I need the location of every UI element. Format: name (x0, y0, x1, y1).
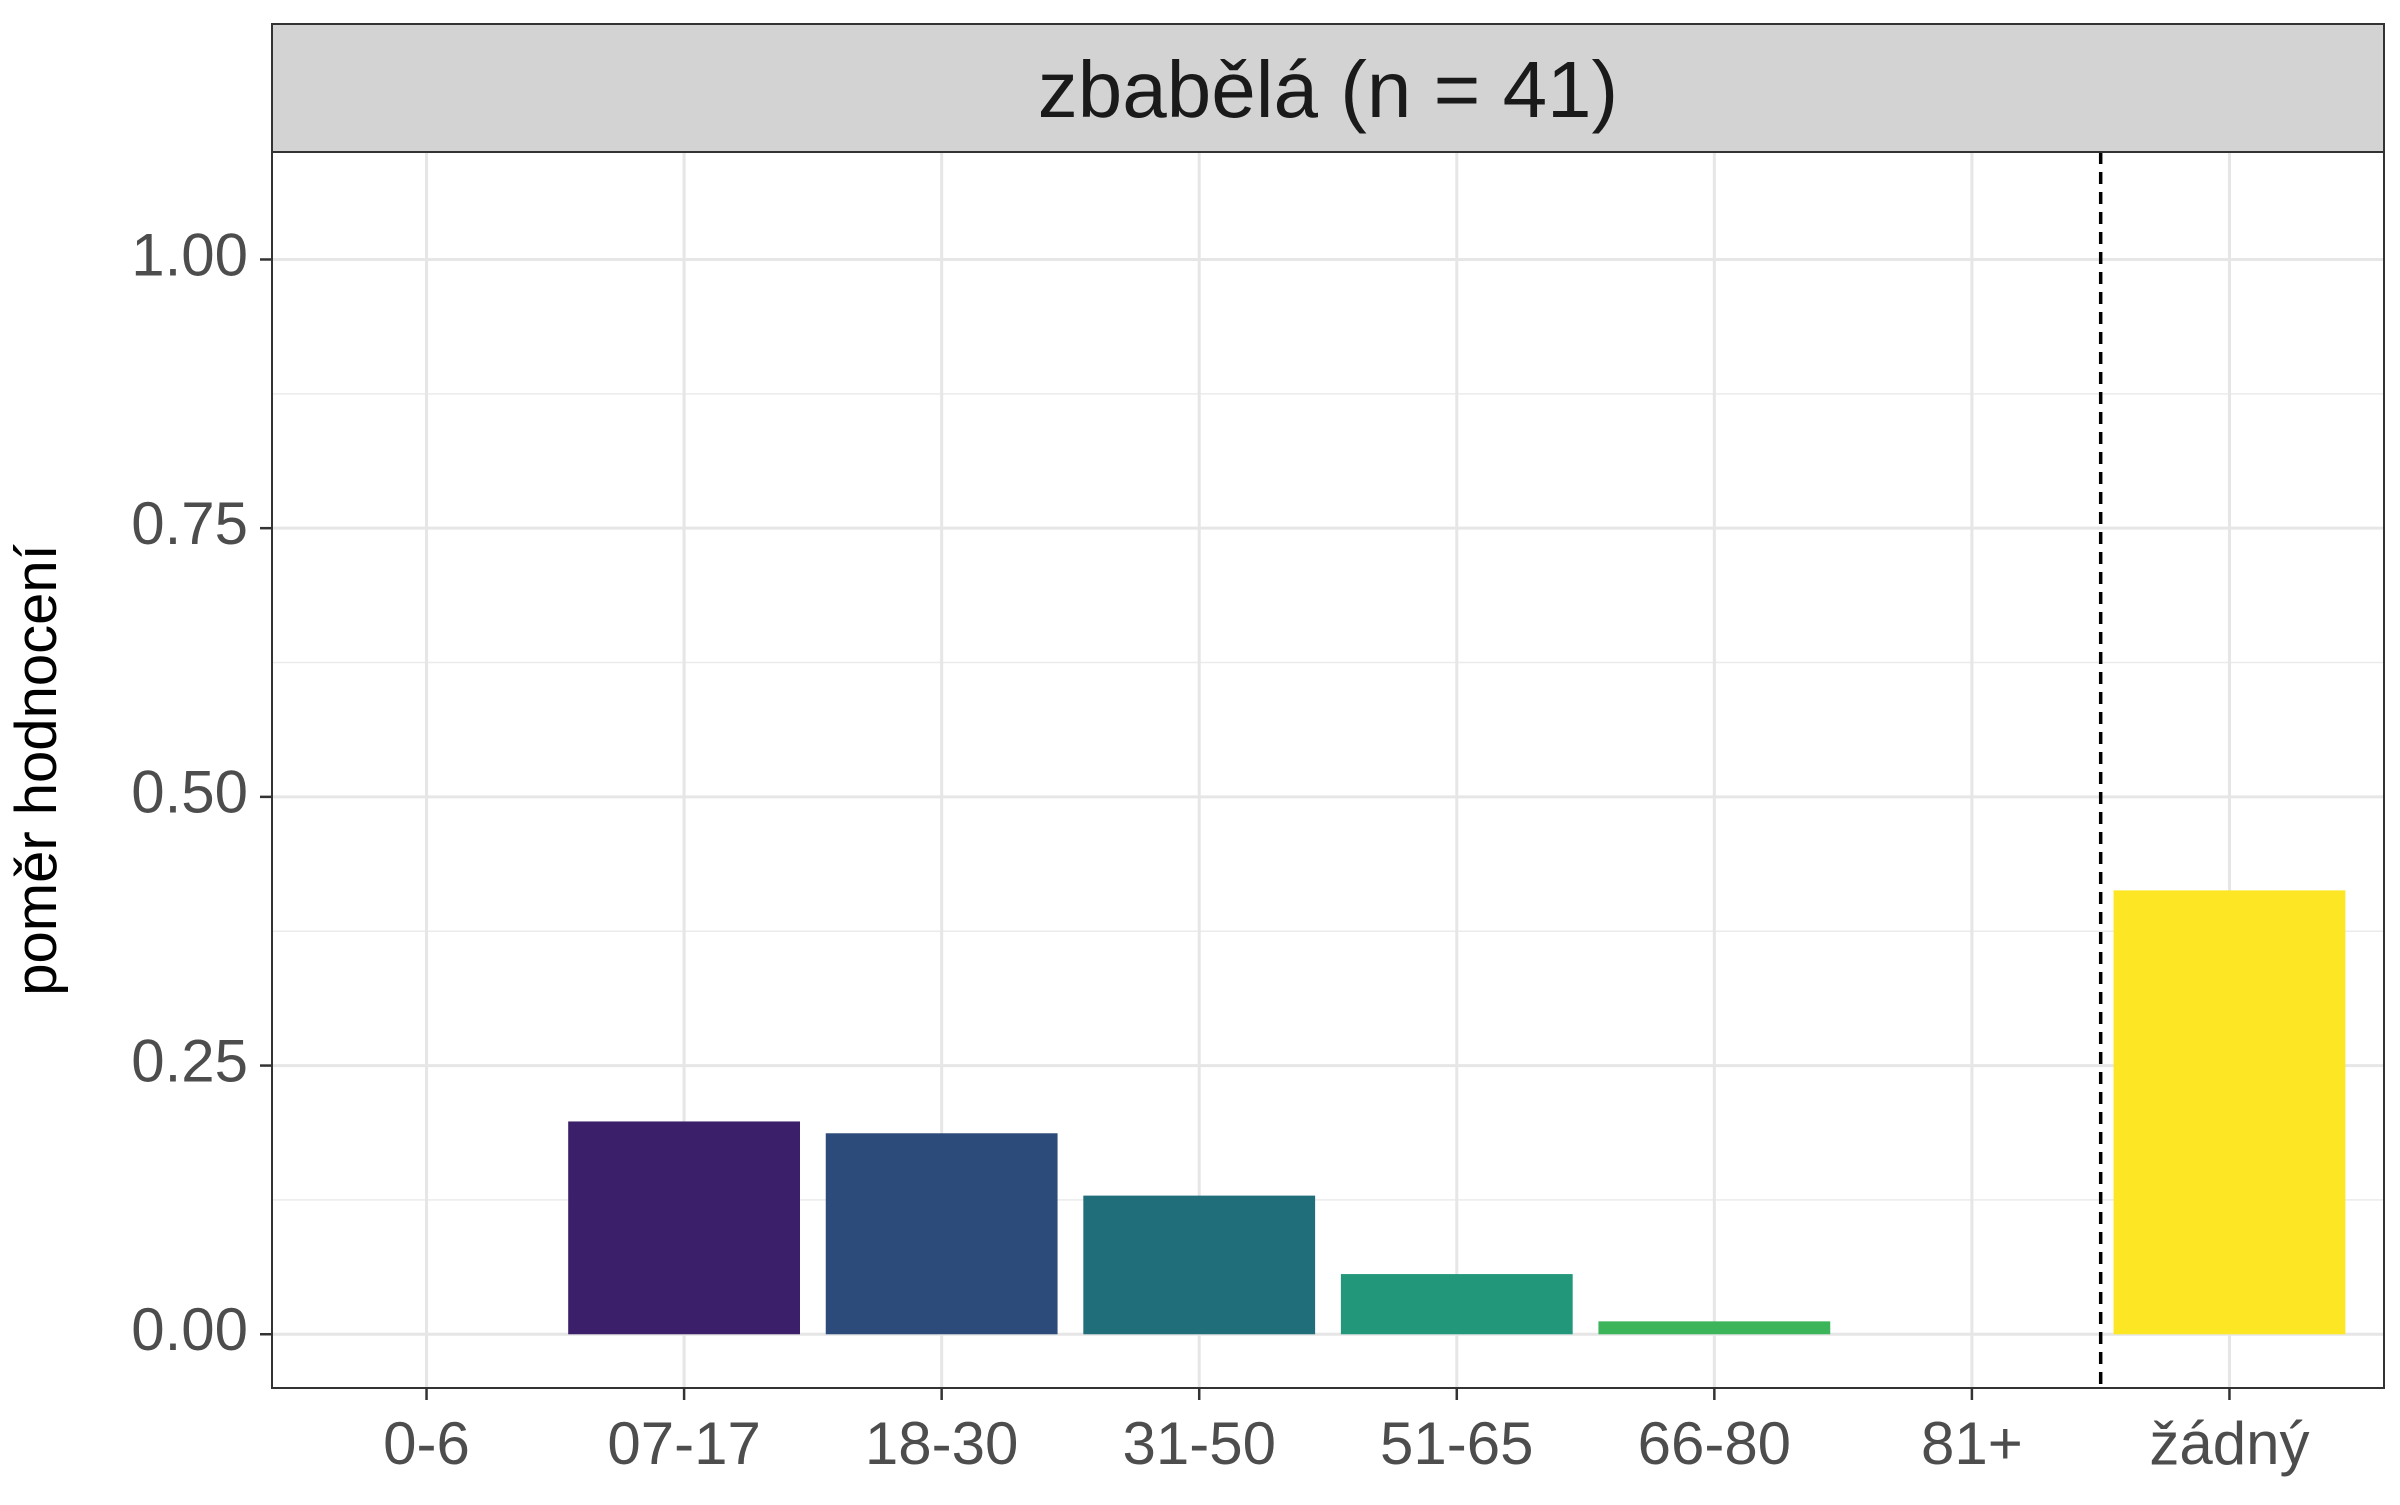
y-tick-label: 0.00 (131, 1296, 248, 1363)
x-tick-label: 31-50 (1122, 1410, 1275, 1477)
x-tick-label: 66-80 (1638, 1410, 1791, 1477)
x-tick-label: 07-17 (607, 1410, 760, 1477)
bar-07-17 (568, 1121, 800, 1335)
y-tick-label: 0.50 (131, 759, 248, 826)
y-tick-label: 0.25 (131, 1027, 248, 1094)
x-axis: 0-6 07-17 18-30 31-50 51-65 66-80 81+ žádný (383, 1388, 2310, 1477)
facet-strip (271, 23, 2385, 153)
bar-66-80 (1598, 1321, 1831, 1335)
y-axis-label: poměr hodnocení (4, 544, 69, 995)
x-tick-label: 81+ (1921, 1410, 2023, 1477)
x-tick-label: žádný (2149, 1410, 2309, 1477)
bar-51-65 (1340, 1274, 1573, 1335)
x-tick-label: 51-65 (1380, 1410, 1533, 1477)
bar-18-30 (825, 1133, 1058, 1335)
y-axis: 0.00 0.25 0.50 0.75 1.00 (131, 221, 272, 1363)
bar-31-50 (1083, 1195, 1316, 1335)
bars (568, 890, 2346, 1335)
y-tick-label: 0.75 (131, 490, 248, 557)
x-tick-label: 0-6 (383, 1410, 470, 1477)
y-tick-label: 1.00 (131, 221, 248, 288)
bar-žádný (2113, 890, 2346, 1335)
facet-strip-title: zbabělá (n = 41) (1038, 45, 1618, 134)
x-tick-label: 18-30 (865, 1410, 1018, 1477)
